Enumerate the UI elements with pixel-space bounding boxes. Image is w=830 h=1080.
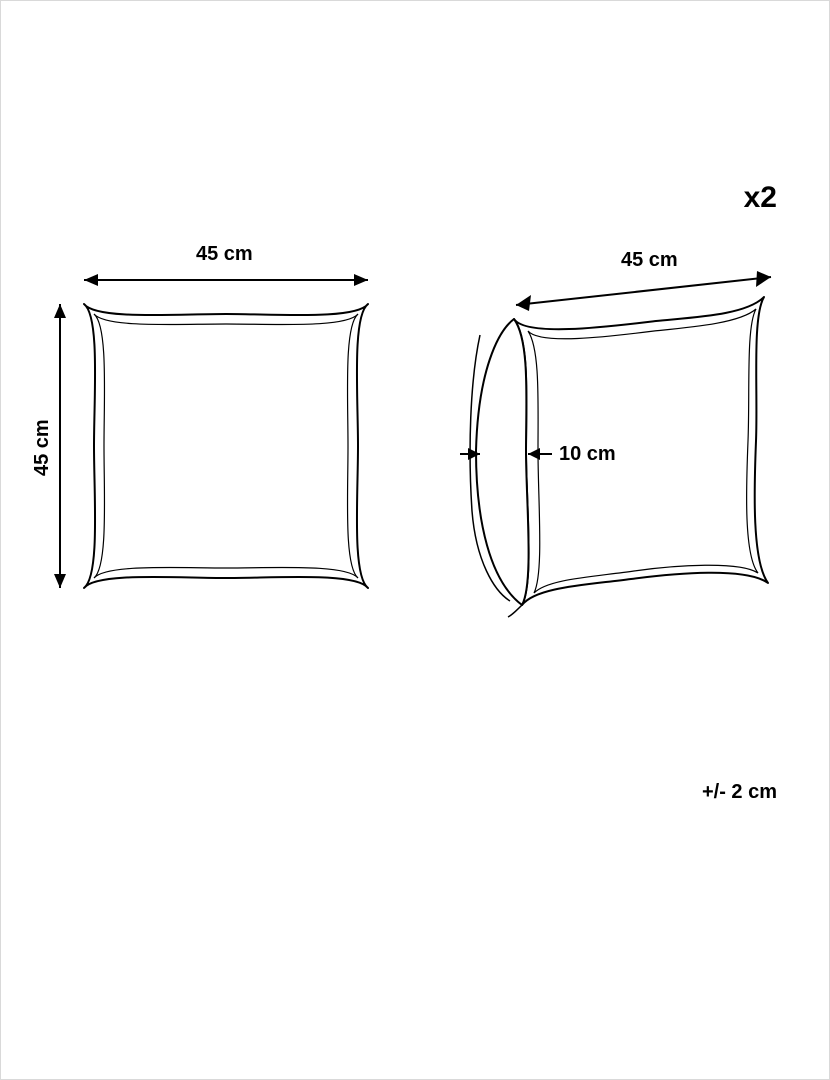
front-width-arrow <box>76 269 376 291</box>
side-width-label: 45 cm <box>621 249 678 272</box>
side-width-arrow <box>506 267 781 315</box>
front-width-label: 45 cm <box>196 243 253 266</box>
quantity-label: x2 <box>744 181 777 215</box>
pillow-front <box>76 296 376 596</box>
side-depth-label: 10 cm <box>559 443 616 466</box>
tolerance-label: +/- 2 cm <box>702 781 777 804</box>
diagram-canvas: x2 +/- 2 cm 45 cm 45 cm <box>0 0 830 1080</box>
front-height-label: 45 cm <box>31 419 54 476</box>
